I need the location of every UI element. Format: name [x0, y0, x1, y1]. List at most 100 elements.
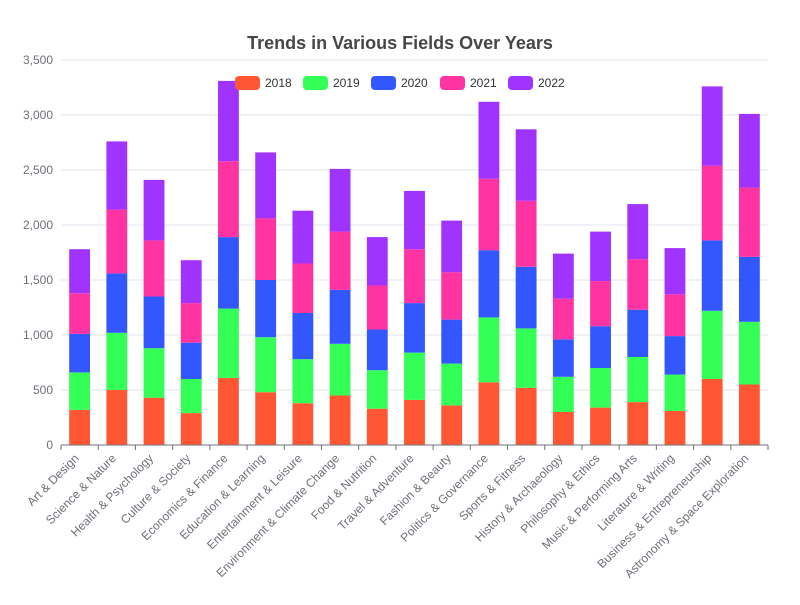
- bar-2021-4[interactable]: [218, 161, 239, 238]
- bar-2018-5[interactable]: [255, 392, 277, 445]
- bar-2019-0[interactable]: [69, 372, 91, 410]
- bar-2018-1[interactable]: [106, 390, 128, 445]
- bar-2018-17[interactable]: [701, 379, 723, 445]
- bar-2021-12[interactable]: [515, 200, 537, 267]
- bar-2020-3[interactable]: [180, 342, 202, 379]
- bar-2020-14[interactable]: [590, 326, 611, 368]
- bar-2021-16[interactable]: [664, 294, 686, 337]
- bar-2019-10[interactable]: [441, 363, 463, 406]
- bar-2018-6[interactable]: [292, 403, 314, 445]
- bar-2019-13[interactable]: [552, 376, 574, 412]
- bar-2019-8[interactable]: [366, 370, 388, 409]
- bar-2018-2[interactable]: [143, 397, 165, 445]
- bar-2022-18[interactable]: [738, 113, 760, 188]
- legend-item-2022[interactable]: 2022: [508, 76, 565, 90]
- bar-2021-6[interactable]: [292, 263, 314, 314]
- bar-2020-10[interactable]: [441, 319, 463, 364]
- bar-2020-5[interactable]: [255, 280, 277, 338]
- bar-2019-1[interactable]: [106, 332, 128, 390]
- bar-2020-9[interactable]: [404, 303, 425, 353]
- bar-2020-13[interactable]: [552, 339, 574, 377]
- bar-2018-13[interactable]: [552, 412, 574, 445]
- bar-2020-11[interactable]: [478, 250, 500, 318]
- bar-2021-5[interactable]: [255, 218, 277, 280]
- legend[interactable]: 2018 2019 2020 2021 2022: [235, 76, 565, 90]
- bar-2018-16[interactable]: [664, 410, 686, 445]
- bar-2018-3[interactable]: [180, 413, 202, 445]
- legend-item-2020[interactable]: 2020: [371, 76, 428, 90]
- bar-2018-14[interactable]: [590, 407, 611, 445]
- legend-item-2021[interactable]: 2021: [440, 76, 497, 90]
- bar-2022-1[interactable]: [106, 141, 128, 210]
- bar-2018-7[interactable]: [329, 395, 351, 446]
- bar-2021-8[interactable]: [366, 285, 388, 330]
- bar-2019-9[interactable]: [404, 352, 425, 400]
- bar-2020-1[interactable]: [106, 273, 128, 333]
- bar-2020-0[interactable]: [69, 333, 91, 373]
- legend-item-2018[interactable]: 2018: [235, 76, 292, 90]
- bar-2019-17[interactable]: [701, 310, 723, 379]
- bar-2019-5[interactable]: [255, 337, 277, 393]
- bar-2020-18[interactable]: [738, 256, 760, 322]
- bar-2022-6[interactable]: [292, 210, 314, 264]
- bar-2022-7[interactable]: [329, 168, 351, 232]
- bar-2022-15[interactable]: [627, 204, 649, 260]
- bar-2019-16[interactable]: [664, 374, 686, 411]
- bar-2020-6[interactable]: [292, 313, 314, 360]
- bar-2020-17[interactable]: [701, 240, 723, 311]
- bar-2019-6[interactable]: [292, 359, 314, 404]
- bar-2021-13[interactable]: [552, 298, 574, 340]
- bar-2022-9[interactable]: [404, 190, 425, 250]
- bar-2018-10[interactable]: [441, 405, 463, 445]
- bar-2018-4[interactable]: [218, 377, 239, 445]
- bar-2020-16[interactable]: [664, 336, 686, 375]
- bar-2019-2[interactable]: [143, 348, 165, 398]
- bar-2021-11[interactable]: [478, 178, 500, 251]
- bar-2018-12[interactable]: [515, 387, 537, 445]
- bar-2018-18[interactable]: [738, 384, 760, 446]
- bar-2022-4[interactable]: [218, 80, 239, 162]
- bar-2021-9[interactable]: [404, 249, 425, 304]
- bar-2018-11[interactable]: [478, 382, 500, 445]
- bar-2020-2[interactable]: [143, 296, 165, 349]
- bar-2018-0[interactable]: [69, 409, 91, 445]
- bar-2019-4[interactable]: [218, 308, 239, 378]
- bar-2020-12[interactable]: [515, 266, 537, 329]
- bar-2019-7[interactable]: [329, 343, 351, 396]
- bar-2021-17[interactable]: [701, 165, 723, 241]
- bar-2022-12[interactable]: [515, 129, 537, 201]
- bar-2022-5[interactable]: [255, 152, 277, 219]
- bar-2019-11[interactable]: [478, 317, 500, 383]
- bar-2019-3[interactable]: [180, 379, 202, 414]
- bar-2022-13[interactable]: [552, 253, 574, 299]
- bar-2022-16[interactable]: [664, 248, 686, 295]
- bar-2020-4[interactable]: [218, 237, 239, 309]
- bar-2021-1[interactable]: [106, 209, 128, 274]
- bar-2019-15[interactable]: [627, 357, 649, 403]
- bar-2021-15[interactable]: [627, 259, 649, 310]
- bar-2018-15[interactable]: [627, 402, 649, 445]
- bar-2019-12[interactable]: [515, 328, 537, 388]
- bar-2022-10[interactable]: [441, 220, 463, 273]
- bar-2021-7[interactable]: [329, 231, 351, 290]
- bar-2020-8[interactable]: [366, 329, 388, 371]
- bar-2021-10[interactable]: [441, 272, 463, 320]
- bar-2019-18[interactable]: [738, 321, 760, 385]
- bar-2022-3[interactable]: [180, 260, 202, 304]
- bar-2022-17[interactable]: [701, 86, 723, 166]
- bar-2020-7[interactable]: [329, 289, 351, 344]
- bar-2018-9[interactable]: [404, 399, 425, 445]
- bar-2021-3[interactable]: [180, 303, 202, 343]
- bar-2020-15[interactable]: [627, 309, 649, 357]
- bar-2022-11[interactable]: [478, 101, 500, 179]
- bar-2021-0[interactable]: [69, 293, 91, 334]
- bar-2021-2[interactable]: [143, 240, 165, 297]
- bar-2021-18[interactable]: [738, 187, 760, 257]
- bar-2022-2[interactable]: [143, 179, 165, 241]
- bar-2022-14[interactable]: [590, 231, 611, 282]
- bar-2018-8[interactable]: [366, 408, 388, 445]
- bar-2022-8[interactable]: [366, 237, 388, 286]
- legend-item-2019[interactable]: 2019: [303, 76, 360, 90]
- bar-2021-14[interactable]: [590, 281, 611, 327]
- bar-2019-14[interactable]: [590, 368, 611, 408]
